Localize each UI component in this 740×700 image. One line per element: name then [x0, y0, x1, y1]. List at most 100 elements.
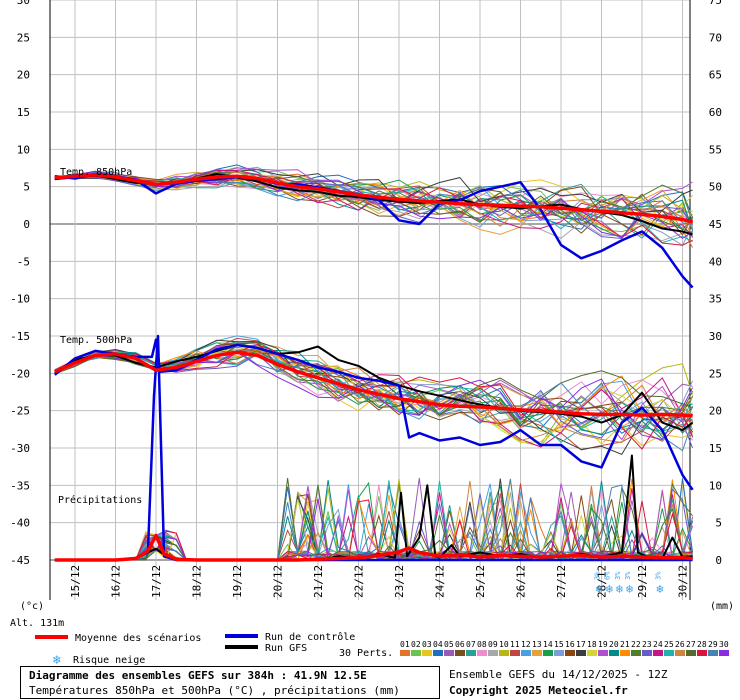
date-tick-label: 23/12 [393, 565, 406, 598]
right-tick-label: 25 [709, 367, 722, 380]
pert-number-label: 06 [455, 640, 465, 649]
pert-color-swatch [587, 650, 597, 656]
mean-t500-line [54, 350, 693, 418]
pert-color-swatch [444, 650, 454, 656]
pert-color-swatch [631, 650, 641, 656]
pert-color-swatch [609, 650, 619, 656]
pert-t500-line [54, 352, 694, 448]
pert-number-label: 20 [609, 640, 619, 649]
date-tick-label: 20/12 [272, 565, 285, 598]
pert-number-label: 17 [576, 640, 586, 649]
left-tick-label: 10 [17, 143, 30, 156]
snowflake-icon: ❄ [626, 582, 633, 596]
pert-number-label: 10 [499, 640, 509, 649]
right-unit-label: (mm) [710, 601, 734, 612]
pert-color-swatch [477, 650, 487, 656]
snow-risk-percent: 3% [624, 571, 632, 580]
right-tick-label: 30 [709, 330, 722, 343]
date-tick-label: 25/12 [474, 565, 487, 598]
perturbation-color-legend: 01 02 03 04 05 06 07 08 09 10 11 12 13 14 15 16 17 18 19 20… [400, 640, 729, 656]
pert-color-swatch [576, 650, 586, 656]
pert-t500-line [54, 343, 693, 441]
pert-number-label: 07 [466, 640, 476, 649]
pert-number-label: 02 [411, 640, 421, 649]
left-tick-label: -10 [10, 293, 30, 306]
pert-color-swatch [686, 650, 696, 656]
snow-risk-percent: 3% [614, 571, 622, 580]
date-tick-label: 16/12 [110, 565, 123, 598]
date-tick-label: 27/12 [555, 565, 568, 598]
left-tick-label: -35 [10, 479, 30, 492]
left-unit-label: (°c) [20, 601, 44, 612]
legend: Moyenne des scénarios Run de contrôle Ru… [35, 631, 729, 668]
snow-risk-percent: 3% [654, 571, 662, 580]
pert-number-label: 30 [719, 640, 729, 649]
snowflake-icon: ❄ [52, 653, 61, 668]
date-tick-label: 21/12 [312, 565, 325, 598]
pert-color-swatch [554, 650, 564, 656]
pert-number-label: 26 [675, 640, 685, 649]
gfs-t500-line [54, 344, 694, 432]
pert-number-label: 01 [400, 640, 410, 649]
pert-color-swatch [697, 650, 707, 656]
altitude-label: Alt. 131m [10, 618, 64, 629]
pert-color-swatch [719, 650, 729, 656]
pert-color-swatch [620, 650, 630, 656]
pert-number-label: 27 [686, 640, 696, 649]
chart-title: Diagramme des ensembles GEFS sur 384h : … [29, 669, 367, 682]
pert-number-label: 04 [433, 640, 443, 649]
pert-color-swatch [499, 650, 509, 656]
right-tick-label: 75 [709, 0, 722, 7]
date-tick-label: 17/12 [150, 565, 163, 598]
snow-risk-percent: 6% [604, 571, 612, 580]
left-tick-label: -45 [10, 554, 30, 567]
right-tick-label: 40 [709, 255, 722, 268]
date-tick-label: 28/12 [596, 565, 609, 598]
pert-color-swatch [422, 650, 432, 656]
left-tick-label: 5 [23, 181, 30, 194]
right-tick-label: 10 [709, 479, 722, 492]
left-tick-label: 20 [17, 69, 30, 82]
pert-number-label: 08 [477, 640, 487, 649]
date-tick-label: 15/12 [69, 565, 82, 598]
pert-number-label: 29 [708, 640, 718, 649]
right-tick-label: 55 [709, 143, 722, 156]
date-tick-label: 30/12 [677, 565, 690, 598]
pert-t850-line [54, 170, 693, 235]
right-tick-label: 65 [709, 69, 722, 82]
pert-number-label: 09 [488, 640, 498, 649]
left-tick-label: -30 [10, 442, 30, 455]
right-tick-label: 15 [709, 442, 722, 455]
snowflake-icon: ❄ [656, 582, 663, 596]
left-tick-label: -20 [10, 367, 30, 380]
pert-color-swatch [642, 650, 652, 656]
pert-number-label: 23 [642, 640, 652, 649]
legend-gfs-label: Run GFS [265, 643, 307, 654]
pert-color-swatch [543, 650, 553, 656]
pert-t850-line [54, 170, 693, 246]
chart-subtitle: Températures 850hPa et 500hPa (°C) , pré… [29, 684, 400, 697]
main-series [54, 172, 694, 562]
snowflake-icon: ❄ [606, 582, 613, 596]
left-tick-label: -40 [10, 517, 30, 530]
pert-t500-line [54, 349, 693, 427]
pert-number-label: 28 [697, 640, 707, 649]
snowflake-icon: ❄ [616, 582, 623, 596]
right-tick-label: 60 [709, 106, 722, 119]
snowflake-icon: ❄ [596, 582, 603, 596]
pert-color-swatch [455, 650, 465, 656]
pert-color-swatch [664, 650, 674, 656]
date-tick-label: 24/12 [434, 565, 447, 598]
pert-color-swatch [466, 650, 476, 656]
snow-risk-percent: 3% [594, 571, 602, 580]
pert-number-label: 15 [554, 640, 564, 649]
precip-label: Précipitations [58, 494, 142, 506]
date-tick-label: 29/12 [636, 565, 649, 598]
legend-perts-label: 30 Perts. [339, 648, 393, 659]
pert-number-label: 18 [587, 640, 597, 649]
footer-info-box: Diagramme des ensembles GEFS sur 384h : … [20, 666, 440, 699]
t850-label: Temp. 850hPa [60, 167, 132, 178]
left-tick-label: 0 [23, 218, 30, 231]
